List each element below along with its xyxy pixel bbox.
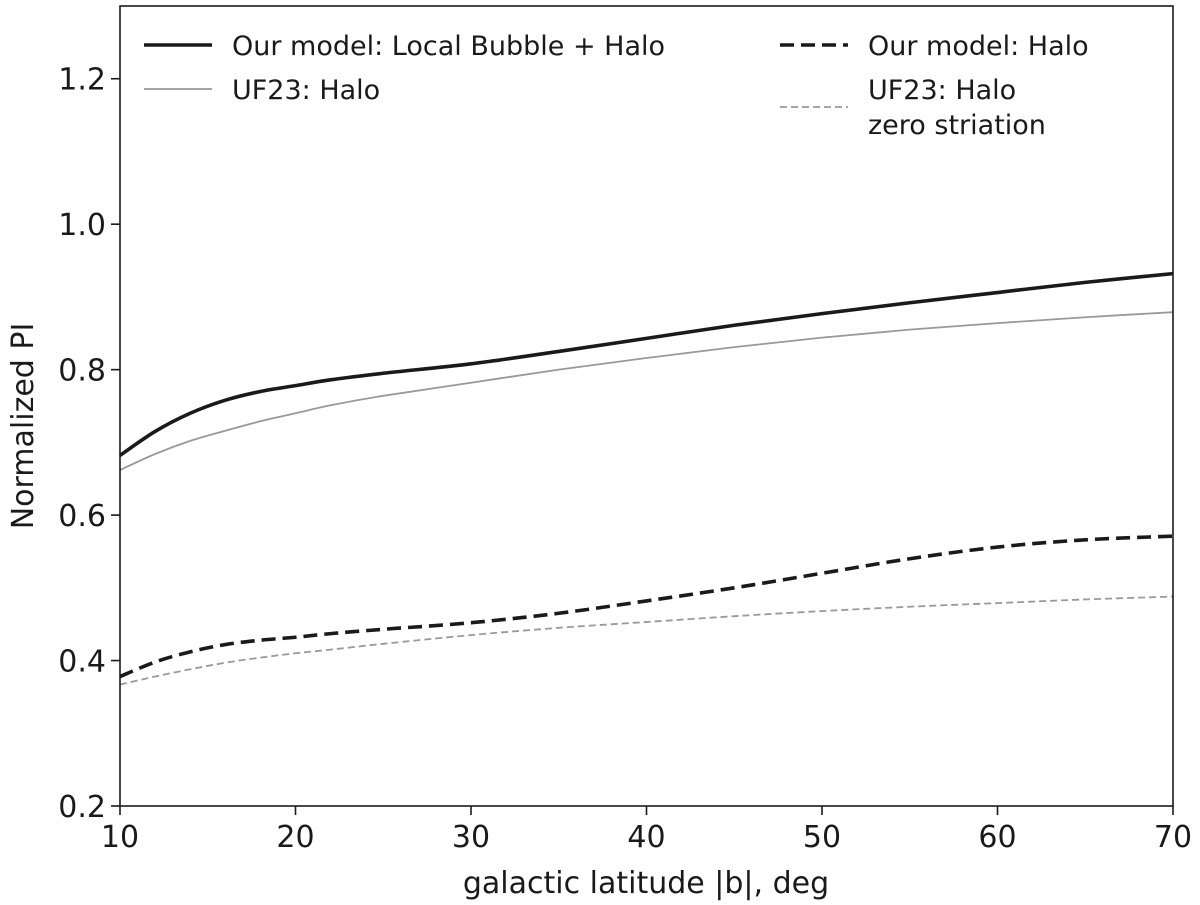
series-local-bubble-halo — [118, 271, 1174, 457]
series-layer — [118, 271, 1174, 686]
legend-label: UF23: Halo zero striation — [868, 75, 1046, 141]
x-tick-label: 60 — [978, 820, 1016, 855]
y-axis-label: Normalized PI — [6, 323, 41, 530]
x-tick-label: 10 — [101, 820, 139, 855]
y-tick-label: 0.4 — [58, 645, 106, 680]
x-axis-ticks: 10 20 30 40 50 60 70 — [101, 806, 1192, 855]
series-our-halo — [119, 534, 1174, 679]
legend-label: Our model: Local Bubble + Halo — [232, 31, 665, 62]
y-axis-ticks: 0.2 0.4 0.6 0.8 1.0 1.2 — [58, 63, 120, 825]
series-uf23-zero-striation — [119, 595, 1174, 686]
y-tick-label: 0.6 — [58, 499, 106, 534]
y-tick-label: 0.8 — [58, 354, 106, 389]
y-tick-label: 1.0 — [58, 208, 106, 243]
x-axis-label: galactic latitude |b|, deg — [463, 866, 829, 901]
x-tick-label: 20 — [276, 820, 314, 855]
legend-label: UF23: Halo — [232, 75, 380, 106]
x-tick-label: 30 — [452, 820, 490, 855]
series-uf23-halo — [119, 311, 1174, 471]
plot-frame — [119, 5, 1174, 807]
x-tick-label: 50 — [803, 820, 841, 855]
y-tick-label: 1.2 — [58, 63, 106, 98]
legend-label: Our model: Halo — [868, 31, 1089, 62]
y-tick-label: 0.2 — [58, 790, 106, 825]
legend: Our model: Local Bubble + Halo UF23: Halo… — [144, 31, 1089, 141]
x-tick-label: 40 — [627, 820, 665, 855]
x-tick-label: 70 — [1154, 820, 1192, 855]
